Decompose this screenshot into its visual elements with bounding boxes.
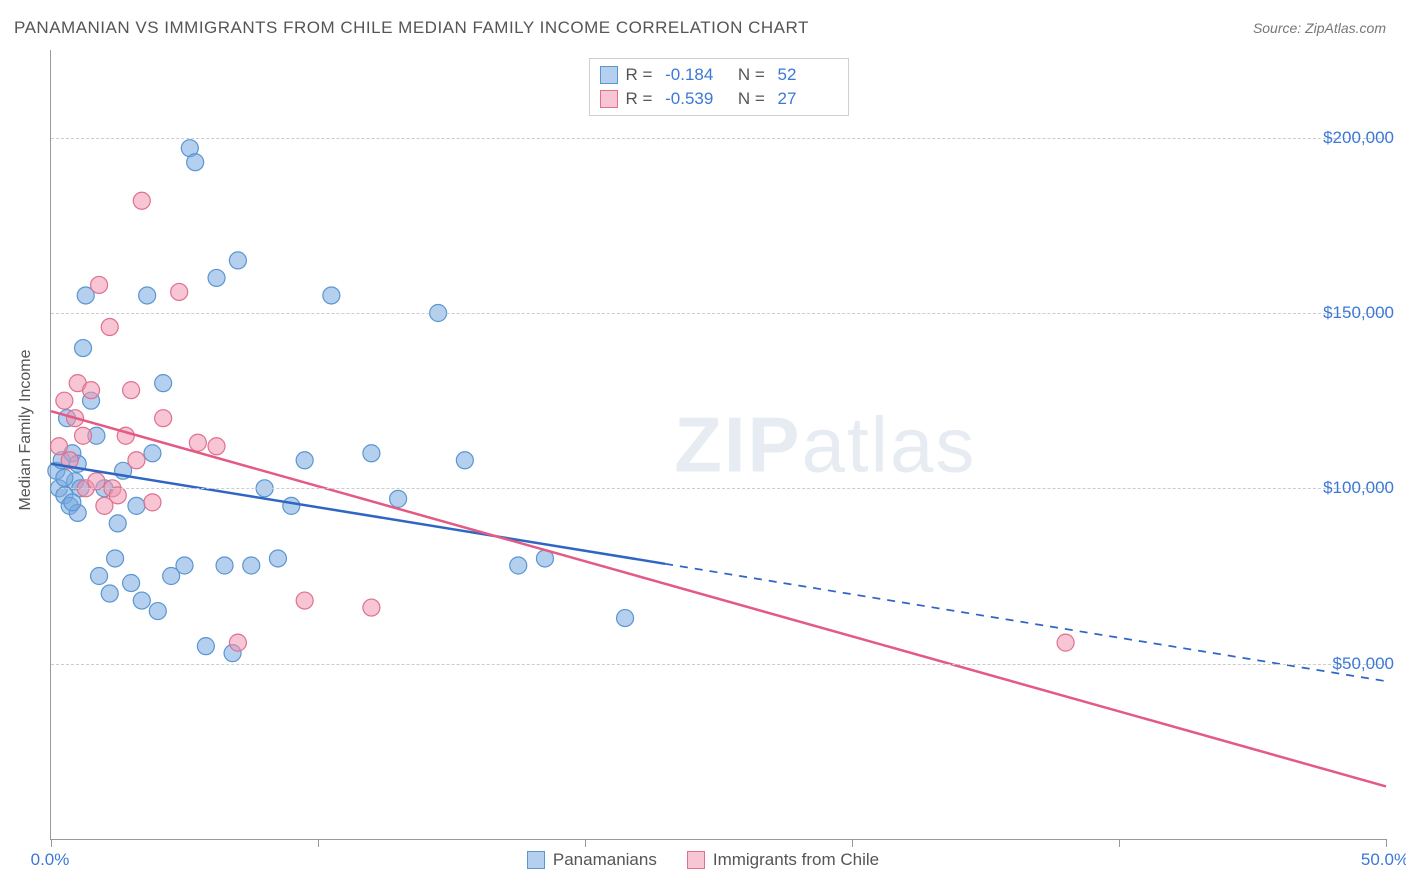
- regression-line: [51, 411, 1386, 786]
- data-point: [296, 592, 313, 609]
- y-tick-label: $200,000: [1323, 128, 1394, 148]
- data-point: [149, 603, 166, 620]
- data-point: [243, 557, 260, 574]
- series-legend: Panamanians Immigrants from Chile: [0, 850, 1406, 870]
- series-b-r: -0.539: [665, 87, 725, 111]
- data-point: [456, 452, 473, 469]
- data-point: [101, 585, 118, 602]
- data-point: [171, 283, 188, 300]
- x-tick-label: 0.0%: [31, 850, 70, 870]
- data-point: [390, 490, 407, 507]
- data-point: [123, 575, 140, 592]
- data-point: [144, 494, 161, 511]
- data-point: [128, 497, 145, 514]
- legend-row-a: R = -0.184 N = 52: [599, 63, 837, 87]
- data-point: [101, 319, 118, 336]
- data-point: [91, 276, 108, 293]
- y-tick-label: $150,000: [1323, 303, 1394, 323]
- data-point: [88, 473, 105, 490]
- data-point: [133, 192, 150, 209]
- data-point: [323, 287, 340, 304]
- data-point: [197, 638, 214, 655]
- data-point: [216, 557, 233, 574]
- data-point: [56, 392, 73, 409]
- swatch-series-a: [527, 851, 545, 869]
- data-point: [139, 287, 156, 304]
- data-point: [155, 410, 172, 427]
- data-point: [229, 634, 246, 651]
- data-point: [155, 375, 172, 392]
- legend-item-a: Panamanians: [527, 850, 657, 870]
- data-point: [229, 252, 246, 269]
- data-point: [269, 550, 286, 567]
- data-point: [75, 427, 92, 444]
- legend-row-b: R = -0.539 N = 27: [599, 87, 837, 111]
- data-point: [64, 494, 81, 511]
- regression-line: [51, 464, 665, 564]
- data-point: [363, 445, 380, 462]
- data-point: [128, 452, 145, 469]
- data-point: [296, 452, 313, 469]
- data-point: [133, 592, 150, 609]
- data-point: [123, 382, 140, 399]
- swatch-series-b: [687, 851, 705, 869]
- data-point: [109, 515, 126, 532]
- data-point: [75, 340, 92, 357]
- legend-item-b: Immigrants from Chile: [687, 850, 879, 870]
- data-point: [56, 469, 73, 486]
- source-label: Source: ZipAtlas.com: [1253, 20, 1386, 36]
- series-b-name: Immigrants from Chile: [713, 850, 879, 870]
- y-tick-label: $100,000: [1323, 478, 1394, 498]
- data-point: [283, 497, 300, 514]
- chart-container: PANAMANIAN VS IMMIGRANTS FROM CHILE MEDI…: [0, 0, 1406, 892]
- data-point: [107, 550, 124, 567]
- swatch-series-a: [599, 66, 617, 84]
- series-a-name: Panamanians: [553, 850, 657, 870]
- swatch-series-b: [599, 90, 617, 108]
- data-point: [617, 610, 634, 627]
- series-b-n: 27: [778, 87, 838, 111]
- data-point: [189, 434, 206, 451]
- data-point: [208, 438, 225, 455]
- data-point: [208, 269, 225, 286]
- data-point: [176, 557, 193, 574]
- data-point: [109, 487, 126, 504]
- data-point: [51, 438, 68, 455]
- series-a-n: 52: [778, 63, 838, 87]
- plot-area: ZIPatlas R = -0.184 N = 52 R = -0.539 N …: [50, 50, 1386, 840]
- y-axis-label: Median Family Income: [17, 350, 35, 511]
- chart-title: PANAMANIAN VS IMMIGRANTS FROM CHILE MEDI…: [14, 18, 809, 38]
- y-tick-label: $50,000: [1333, 654, 1394, 674]
- data-point: [91, 568, 108, 585]
- data-point: [144, 445, 161, 462]
- data-point: [1057, 634, 1074, 651]
- correlation-legend: R = -0.184 N = 52 R = -0.539 N = 27: [588, 58, 848, 116]
- x-tick-label: 50.0%: [1361, 850, 1406, 870]
- data-point: [187, 154, 204, 171]
- series-a-r: -0.184: [665, 63, 725, 87]
- data-point: [510, 557, 527, 574]
- data-point: [83, 382, 100, 399]
- data-point: [363, 599, 380, 616]
- plot-svg: [51, 50, 1386, 839]
